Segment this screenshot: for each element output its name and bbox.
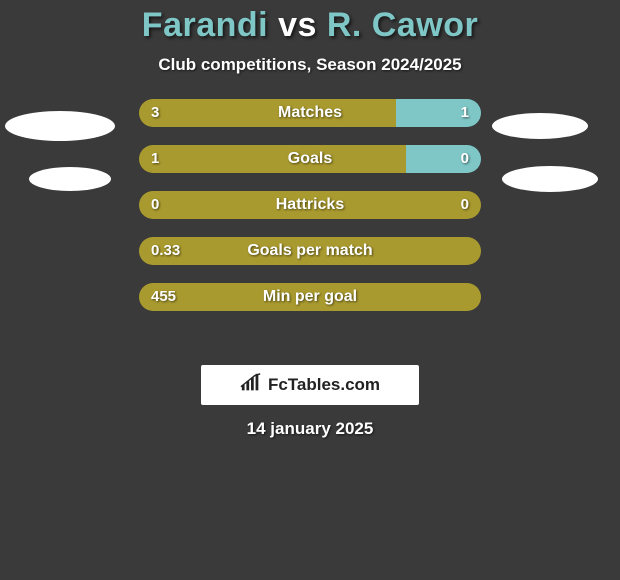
player-oval bbox=[29, 167, 111, 191]
comparison-area: Matches31Goals10Hattricks00Goals per mat… bbox=[0, 99, 620, 359]
player-a-name: Farandi bbox=[142, 6, 268, 44]
date-text: 14 january 2025 bbox=[0, 419, 620, 439]
stat-bars: Matches31Goals10Hattricks00Goals per mat… bbox=[139, 99, 481, 329]
stat-bar-row: Min per goal455 bbox=[139, 283, 481, 311]
stat-bar-right-value: 0 bbox=[461, 191, 469, 219]
stat-bar-label: Min per goal bbox=[139, 283, 481, 311]
stat-bar-label: Goals bbox=[139, 145, 481, 173]
stat-bar-left-value: 0 bbox=[151, 191, 159, 219]
stat-bar-row: Hattricks0 0 bbox=[139, 191, 481, 219]
subtitle: Club competitions, Season 2024/2025 bbox=[0, 55, 620, 75]
bar-chart-icon bbox=[240, 373, 262, 398]
stat-bar-row: Goals1 0 bbox=[139, 145, 481, 173]
stat-bar-left-value: 0.33 bbox=[151, 237, 180, 265]
stat-bar-row: Goals per match0.33 bbox=[139, 237, 481, 265]
stat-bar-label: Matches bbox=[139, 99, 481, 127]
stat-bar-left-value: 1 bbox=[151, 145, 159, 173]
player-oval bbox=[502, 166, 598, 192]
stat-bar-right-value: 1 bbox=[461, 99, 469, 127]
player-b-name: R. Cawor bbox=[327, 6, 478, 44]
stat-bar-label: Hattricks bbox=[139, 191, 481, 219]
player-oval bbox=[5, 111, 115, 141]
stat-bar-row: Matches3 1 bbox=[139, 99, 481, 127]
brand-badge: FcTables.com bbox=[201, 365, 419, 405]
infographic: Farandi vs R. Cawor Club competitions, S… bbox=[0, 0, 620, 580]
player-oval bbox=[492, 113, 588, 139]
stat-bar-label: Goals per match bbox=[139, 237, 481, 265]
stat-bar-left-value: 455 bbox=[151, 283, 176, 311]
stat-bar-left-value: 3 bbox=[151, 99, 159, 127]
page-title: Farandi vs R. Cawor bbox=[0, 0, 620, 45]
stat-bar-right-value: 0 bbox=[461, 145, 469, 173]
brand-text: FcTables.com bbox=[268, 375, 380, 395]
vs-text: vs bbox=[278, 6, 317, 44]
